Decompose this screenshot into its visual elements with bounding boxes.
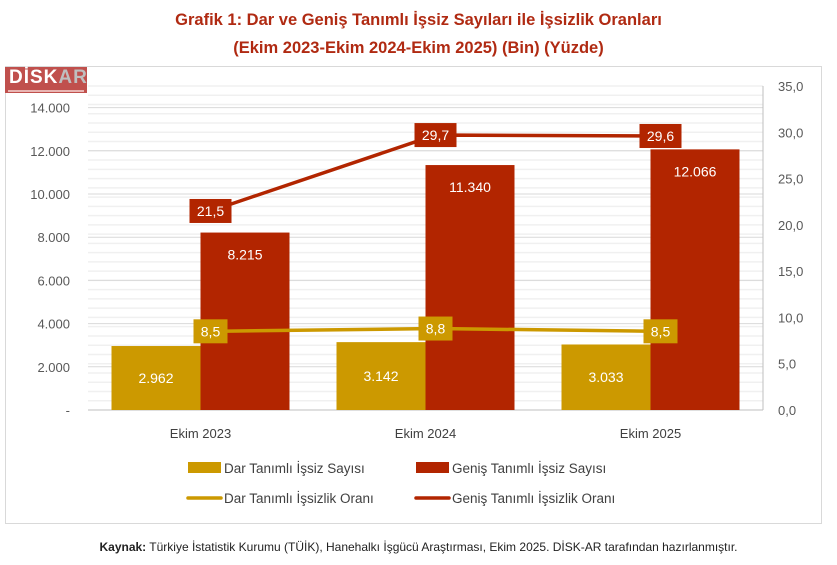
line-data-label: 8,5 xyxy=(201,323,221,339)
bar-data-label: 8.215 xyxy=(227,247,262,263)
line-data-label-box xyxy=(639,123,682,148)
bar-data-label: 3.033 xyxy=(588,369,623,385)
left-axis-tick-label: - xyxy=(66,403,70,418)
left-axis-tick-label: 12.000 xyxy=(30,144,70,159)
source-label: Kaynak: xyxy=(99,540,147,554)
legend-label: Geniş Tanımlı İşsiz Sayısı xyxy=(452,461,606,476)
source-text: Türkiye İstatistik Kurumu (TÜİK), Haneha… xyxy=(146,540,738,554)
source-note: Kaynak: Türkiye İstatistik Kurumu (TÜİK)… xyxy=(0,540,837,554)
right-axis-tick-label: 0,0 xyxy=(778,403,796,418)
legend-swatch xyxy=(416,462,449,473)
right-axis-tick-label: 10,0 xyxy=(778,310,803,325)
line-data-label: 8,5 xyxy=(651,323,671,339)
line-data-label-box xyxy=(189,198,232,223)
left-axis-tick-label: 14.000 xyxy=(30,101,70,116)
bar-genis-issiz-sayisi xyxy=(650,149,740,411)
line-data-label: 29,6 xyxy=(647,128,674,144)
x-axis-tick-label: Ekim 2025 xyxy=(620,426,681,441)
bar-dar-issiz-sayisi xyxy=(336,342,426,410)
legend-label: Dar Tanımlı İşsizlik Oranı xyxy=(224,491,374,506)
x-axis-tick-label: Ekim 2023 xyxy=(170,426,231,441)
right-axis-tick-label: 35,0 xyxy=(778,79,803,94)
title-line-2: (Ekim 2023-Ekim 2024-Ekim 2025) (Bin) (Y… xyxy=(233,39,604,57)
legend-label: Geniş Tanımlı İşsizlik Oranı xyxy=(452,491,615,506)
legend-label: Dar Tanımlı İşsiz Sayısı xyxy=(224,461,365,476)
disk-ar-logo: DİSKAR xyxy=(5,67,87,93)
bar-dar-issiz-sayisi xyxy=(561,344,651,410)
right-axis-tick-label: 25,0 xyxy=(778,172,803,187)
left-axis-tick-label: 6.000 xyxy=(37,273,70,288)
right-axis-tick-label: 30,0 xyxy=(778,125,803,140)
left-axis-tick-label: 4.000 xyxy=(37,317,70,332)
x-axis-tick-label: Ekim 2024 xyxy=(395,426,456,441)
line-data-label: 8,8 xyxy=(426,321,446,337)
line-data-label: 29,7 xyxy=(422,127,449,143)
line-data-label-box xyxy=(414,123,457,148)
line-data-label-box xyxy=(193,319,228,344)
title-line-1: Grafik 1: Dar ve Geniş Tanımlı İşsiz Say… xyxy=(175,11,662,29)
left-axis-tick-label: 10.000 xyxy=(30,187,70,202)
bar-data-label: 11.340 xyxy=(449,179,491,195)
left-axis-tick-label: 2.000 xyxy=(37,360,70,375)
chart-title: Grafik 1: Dar ve Geniş Tanımlı İşsiz Say… xyxy=(0,6,837,62)
bar-data-label: 2.962 xyxy=(138,370,173,386)
line-data-label: 21,5 xyxy=(197,203,224,219)
line-data-label-box xyxy=(418,316,453,341)
bar-data-label: 3.142 xyxy=(363,368,398,384)
bar-dar-issiz-sayisi xyxy=(111,346,201,410)
chart-frame xyxy=(5,66,822,524)
right-axis-tick-label: 20,0 xyxy=(778,218,803,233)
right-axis-tick-label: 5,0 xyxy=(778,357,796,372)
right-axis-tick-label: 15,0 xyxy=(778,264,803,279)
left-axis-tick-label: 8.000 xyxy=(37,230,70,245)
bar-data-label: 12.066 xyxy=(674,163,717,179)
line-data-label-box xyxy=(643,319,678,344)
bar-genis-issiz-sayisi xyxy=(425,165,515,410)
legend-swatch xyxy=(188,462,221,473)
